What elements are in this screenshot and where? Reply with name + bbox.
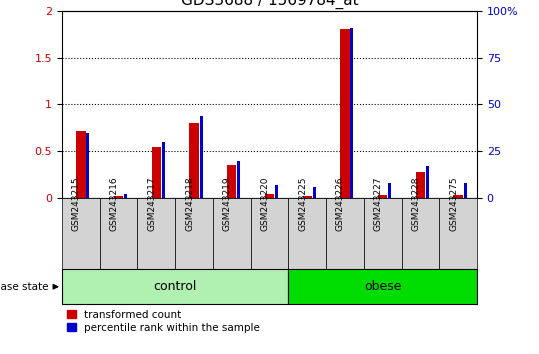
Bar xyxy=(402,198,439,269)
Bar xyxy=(350,28,354,198)
Bar xyxy=(86,132,89,198)
Legend: transformed count, percentile rank within the sample: transformed count, percentile rank withi… xyxy=(67,310,260,333)
Text: control: control xyxy=(154,280,197,293)
Text: obese: obese xyxy=(364,280,402,293)
Text: GSM243226: GSM243226 xyxy=(336,177,345,231)
Bar xyxy=(237,161,240,198)
Bar xyxy=(275,185,278,198)
Bar xyxy=(326,198,364,269)
Bar xyxy=(302,196,312,198)
Bar xyxy=(124,194,127,198)
Bar xyxy=(364,198,402,269)
Bar xyxy=(251,198,288,269)
Bar xyxy=(388,183,391,198)
Title: GDS3688 / 1569784_at: GDS3688 / 1569784_at xyxy=(181,0,358,9)
Bar xyxy=(100,198,137,269)
Bar xyxy=(62,198,100,269)
Text: GSM243227: GSM243227 xyxy=(374,177,383,231)
Text: GSM243225: GSM243225 xyxy=(298,177,307,231)
Text: GSM243216: GSM243216 xyxy=(109,177,119,231)
Bar xyxy=(288,198,326,269)
Bar xyxy=(464,183,467,198)
Bar xyxy=(162,142,165,198)
Bar xyxy=(227,165,237,198)
Text: GSM243220: GSM243220 xyxy=(260,177,270,231)
Bar xyxy=(453,195,463,198)
Bar xyxy=(340,29,350,198)
Text: GSM243218: GSM243218 xyxy=(185,177,194,231)
Bar xyxy=(199,116,203,198)
Text: GSM243219: GSM243219 xyxy=(223,177,232,231)
Bar xyxy=(416,172,425,198)
Bar xyxy=(213,198,251,269)
Bar xyxy=(189,123,199,198)
Bar xyxy=(378,195,388,198)
Text: disease state: disease state xyxy=(0,282,58,292)
Bar xyxy=(151,147,161,198)
Bar xyxy=(175,198,213,269)
Bar xyxy=(439,198,477,269)
Bar xyxy=(114,196,123,198)
Bar xyxy=(76,131,86,198)
Bar xyxy=(62,269,288,304)
Text: GSM243215: GSM243215 xyxy=(72,177,81,231)
Bar xyxy=(265,194,274,198)
Text: GSM243275: GSM243275 xyxy=(449,177,458,231)
Bar xyxy=(313,187,316,198)
Bar xyxy=(288,269,477,304)
Bar xyxy=(426,166,429,198)
Text: GSM243228: GSM243228 xyxy=(411,177,420,231)
Text: GSM243217: GSM243217 xyxy=(147,177,156,231)
Bar xyxy=(137,198,175,269)
